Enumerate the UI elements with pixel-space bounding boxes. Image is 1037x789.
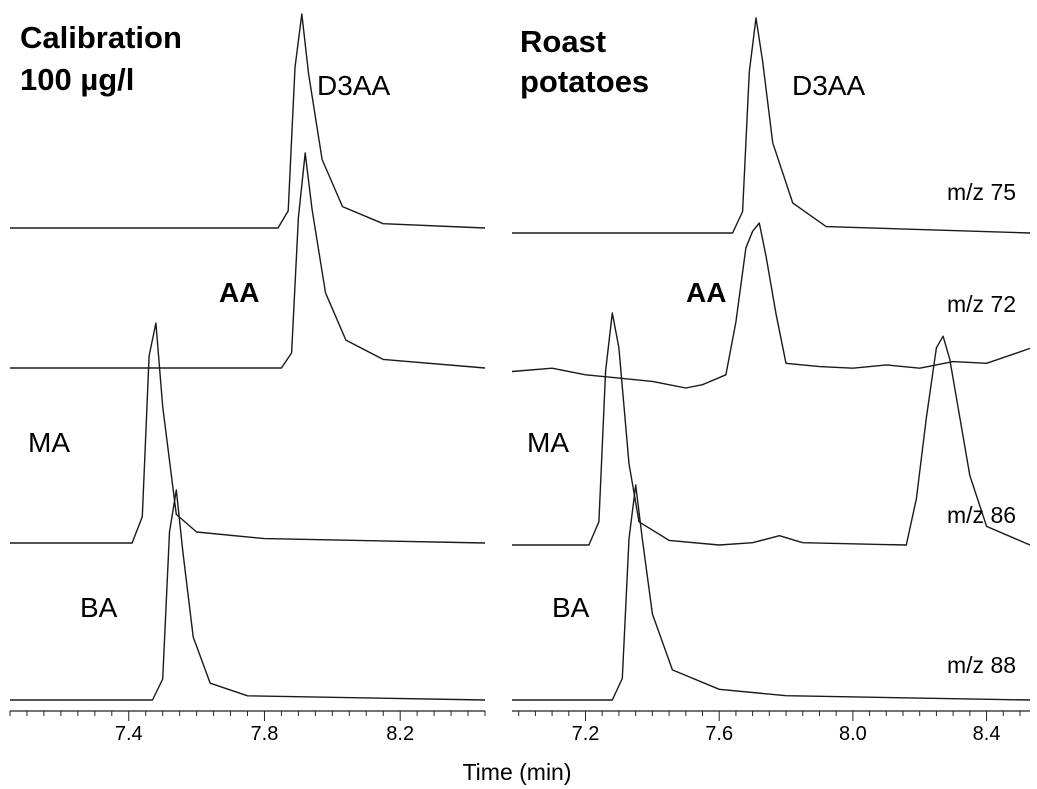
peak-label-d3aa: D3AA	[317, 70, 390, 101]
x-tick-label: 8.4	[973, 723, 1001, 745]
traces-calibration	[10, 13, 486, 701]
mz-label-88: m/z 88	[947, 652, 1016, 678]
trace-1-1	[511, 222, 1031, 389]
x-axis-label: Time (min)	[462, 759, 571, 785]
x-tick-label: 7.6	[705, 723, 733, 745]
peak-label-ma-rp: MA	[527, 427, 569, 458]
trace-0-3	[10, 489, 486, 701]
panel-title-calibration-line-1: Calibration	[20, 20, 182, 55]
panel-calibration: Calibration 100 µg/l D3AA AA MA BA 7.4 7.…	[9, 13, 486, 745]
trace-1-2	[512, 312, 1031, 546]
trace-0-0	[10, 13, 486, 229]
x-tick-label: 7.8	[251, 723, 279, 745]
peak-label-aa: AA	[219, 277, 259, 308]
panel-roast-potatoes: Roast potatoes D3AA AA MA BA m/z 75 m/z …	[511, 17, 1031, 745]
mz-label-72: m/z 72	[947, 291, 1016, 317]
x-tick-label: 8.0	[839, 723, 867, 745]
traces-roast-potatoes	[511, 17, 1031, 701]
panel-title-calibration: Calibration 100 µg/l	[20, 20, 191, 97]
x-tick-label: 8.2	[386, 723, 414, 745]
trace-1-0	[512, 17, 1031, 234]
peak-label-aa-rp: AA	[686, 277, 726, 308]
panel-title-roast-potatoes-line-1: Roast	[520, 24, 606, 59]
trace-0-1	[10, 152, 486, 369]
trace-0-2	[10, 322, 486, 544]
peak-label-ma: MA	[28, 427, 70, 458]
peak-label-ba: BA	[80, 592, 118, 623]
peak-label-d3aa-rp: D3AA	[792, 70, 865, 101]
x-axis-roast-potatoes: 7.2 7.6 8.0 8.4	[512, 710, 1030, 745]
panel-title-calibration-line-2: 100 µg/l	[20, 62, 134, 97]
panel-title-roast-potatoes: Roast potatoes	[520, 24, 649, 99]
panel-title-roast-potatoes-line-2: potatoes	[520, 64, 649, 99]
x-tick-label: 7.4	[115, 723, 143, 745]
trace-1-3	[512, 484, 1031, 701]
peak-label-ba-rp: BA	[552, 592, 590, 623]
x-tick-label: 7.2	[572, 723, 600, 745]
mz-label-75: m/z 75	[947, 179, 1016, 205]
x-axis-calibration: 7.4 7.8 8.2	[9, 710, 486, 745]
mz-label-86: m/z 86	[947, 502, 1016, 528]
